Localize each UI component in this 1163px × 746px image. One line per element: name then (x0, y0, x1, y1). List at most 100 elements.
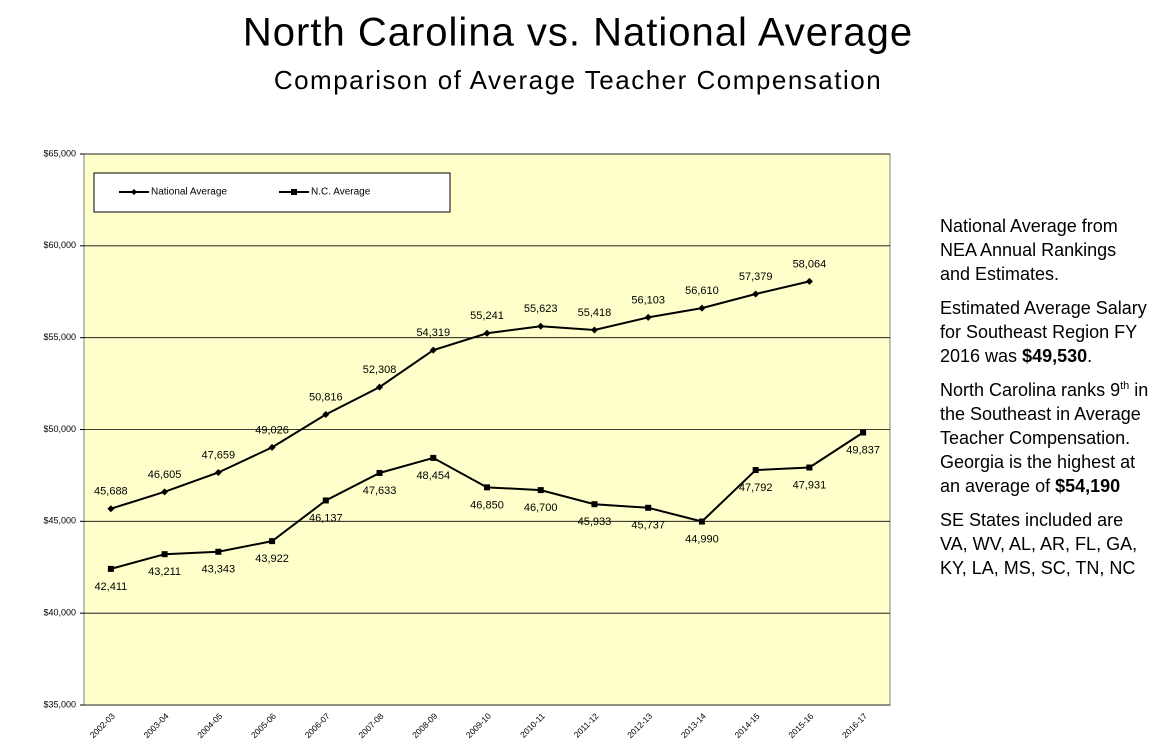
marker (214, 468, 222, 476)
marker (215, 548, 222, 555)
data-label: 46,137 (309, 512, 343, 524)
note-text: National Average from NEA Annual Ranking… (940, 216, 1118, 284)
marker (429, 346, 437, 354)
marker (322, 411, 330, 419)
marker (537, 487, 544, 494)
data-label: 47,633 (363, 485, 397, 497)
x-tick-label: 2014-15 (733, 711, 762, 740)
marker (161, 551, 168, 558)
marker (268, 443, 276, 451)
note-text: SE States included are VA, WV, AL, AR, F… (940, 510, 1138, 578)
note-text: . (1087, 346, 1093, 366)
data-label: 43,211 (148, 566, 181, 578)
x-tick-label: 2002-03 (88, 711, 117, 740)
data-label: 56,610 (685, 285, 719, 297)
data-label: 55,418 (578, 307, 612, 319)
chart-title: North Carolina vs. National Average (243, 11, 913, 55)
x-tick-label: 2015-16 (786, 711, 815, 740)
marker (107, 565, 114, 572)
x-tick-label: 2007-08 (356, 711, 385, 740)
legend-label: National Average (151, 187, 227, 198)
chart-subtitle: Comparison of Average Teacher Compensati… (274, 65, 882, 95)
data-label: 45,737 (631, 520, 665, 532)
x-tick-label: 2008-09 (410, 711, 439, 740)
marker (161, 488, 169, 496)
note-paragraph: Estimated Average Salary for Southeast R… (940, 296, 1150, 368)
x-tick-label: 2004-05 (195, 711, 224, 740)
marker (644, 313, 652, 321)
note-paragraph: North Carolina ranks 9th in the Southeas… (940, 378, 1150, 498)
note-text: $49,530 (1022, 346, 1088, 366)
y-tick-label: $60,000 (43, 240, 76, 250)
note-paragraph: National Average from NEA Annual Ranking… (940, 214, 1150, 286)
y-tick-label: $40,000 (43, 608, 76, 618)
data-label: 46,850 (470, 499, 504, 511)
marker (591, 501, 598, 508)
x-tick-label: 2010-11 (518, 711, 547, 740)
data-label: 48,454 (416, 470, 450, 482)
legend-label: N.C. Average (311, 187, 371, 198)
marker (752, 290, 760, 298)
data-label: 55,241 (470, 310, 504, 322)
y-tick-label: $65,000 (43, 148, 76, 158)
x-tick-label: 2011-12 (572, 711, 601, 740)
marker (376, 383, 384, 391)
data-label: 54,319 (416, 327, 450, 339)
marker (590, 326, 598, 334)
data-label: 45,688 (94, 486, 128, 498)
marker (698, 518, 705, 525)
marker (752, 467, 759, 474)
data-label: 52,308 (363, 364, 397, 376)
note-text: in the Southeast in Average Teacher Comp… (940, 380, 1149, 496)
x-tick-label: 2009-10 (464, 711, 493, 740)
marker (805, 277, 813, 285)
y-tick-label: $35,000 (43, 699, 76, 709)
data-label: 47,792 (739, 482, 773, 494)
data-label: 46,605 (148, 469, 182, 481)
data-label: 43,343 (202, 564, 236, 576)
x-tick-label: 2016-17 (840, 711, 869, 740)
legend-marker (131, 189, 137, 195)
legend-box (93, 172, 451, 213)
data-label: 47,659 (202, 449, 236, 461)
data-label: 49,837 (846, 444, 880, 456)
x-tick-label: 2012-13 (625, 711, 654, 740)
legend-marker (291, 189, 297, 195)
note-text: Estimated Average Salary for Southeast R… (940, 298, 1147, 366)
marker (484, 484, 490, 491)
y-tick-label: $55,000 (43, 332, 76, 342)
data-label: 57,379 (739, 271, 773, 283)
marker (107, 505, 115, 513)
marker (376, 469, 383, 476)
side-notes: National Average from NEA Annual Ranking… (940, 214, 1150, 590)
data-label: 44,990 (685, 533, 719, 545)
marker (269, 538, 276, 545)
note-paragraph: SE States included are VA, WV, AL, AR, F… (940, 508, 1150, 580)
x-tick-label: 2013-14 (679, 711, 708, 740)
data-label: 55,623 (524, 303, 558, 315)
marker (322, 497, 329, 504)
x-tick-label: 2003-04 (141, 711, 170, 740)
data-label: 45,933 (578, 516, 612, 528)
data-label: 56,103 (631, 294, 665, 306)
data-label: 49,026 (255, 424, 289, 436)
marker (806, 464, 813, 471)
x-tick-label: 2005-06 (249, 711, 278, 740)
marker (698, 304, 706, 312)
data-label: 58,064 (793, 258, 827, 270)
data-label: 43,922 (255, 553, 289, 565)
marker (645, 504, 652, 511)
y-tick-label: $45,000 (43, 516, 76, 526)
data-label: 42,411 (94, 581, 127, 593)
series-line (110, 280, 810, 510)
data-label: 46,700 (524, 502, 558, 514)
y-tick-label: $50,000 (43, 424, 76, 434)
note-text: th (1120, 380, 1130, 392)
note-text: $54,190 (1055, 476, 1121, 496)
marker (483, 329, 491, 337)
data-label: 50,816 (309, 391, 343, 403)
marker (860, 429, 867, 436)
chart: North Carolina vs. National Average Comp… (43, 11, 913, 741)
data-label: 47,931 (793, 479, 827, 491)
